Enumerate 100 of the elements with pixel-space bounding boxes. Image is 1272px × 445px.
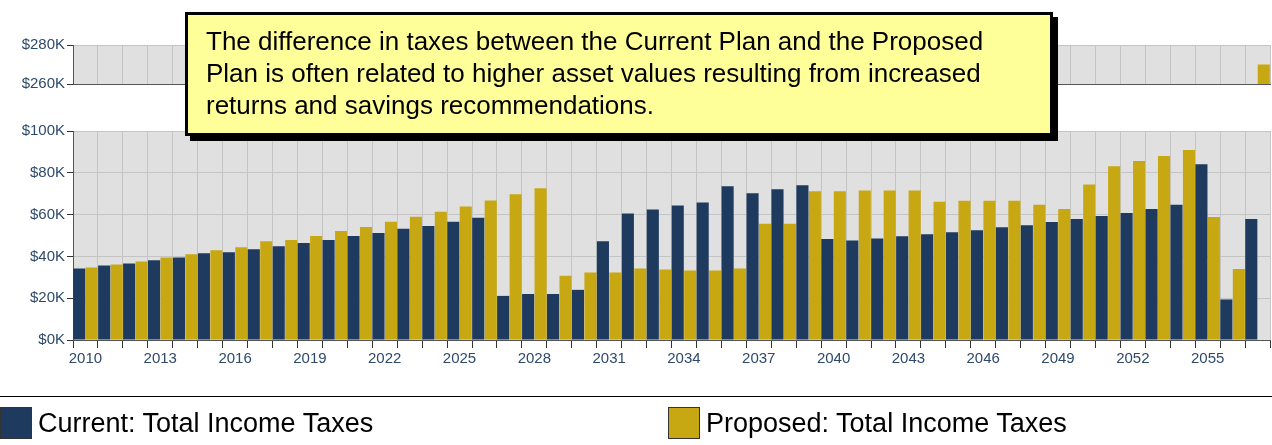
y-tick-label: $20K xyxy=(29,288,65,306)
x-tick-label: 2028 xyxy=(517,349,552,367)
bar xyxy=(584,272,597,340)
bar xyxy=(272,246,285,340)
bar xyxy=(335,230,348,340)
x-tick-label: 2013 xyxy=(143,349,177,367)
bar xyxy=(85,267,98,340)
bar xyxy=(472,217,485,340)
bar xyxy=(1008,200,1021,340)
bar xyxy=(1207,217,1220,340)
bar xyxy=(995,227,1008,340)
bar xyxy=(933,201,946,340)
bar xyxy=(684,270,697,340)
x-tick-label: 2034 xyxy=(667,349,701,367)
bar xyxy=(946,232,959,340)
bar xyxy=(447,221,460,340)
bar xyxy=(1120,212,1133,340)
bar xyxy=(1133,161,1146,340)
bar xyxy=(409,216,422,340)
bar xyxy=(1145,208,1158,340)
bar xyxy=(1157,156,1171,340)
bar xyxy=(235,247,248,340)
bar xyxy=(384,221,397,340)
bar xyxy=(135,261,148,340)
x-tick-label: 2016 xyxy=(218,349,252,367)
y-tick-label: $40K xyxy=(29,246,65,264)
bar xyxy=(397,228,410,340)
annotation: The difference in taxes between the Current Plan and the Proposed Plan is often related to higher asset values resulting from increased returns and savings recommendations. xyxy=(185,12,1053,136)
bar xyxy=(1182,150,1195,340)
bar xyxy=(1245,218,1258,340)
legend-label: Proposed: Total Income Taxes xyxy=(706,407,1067,439)
bar xyxy=(646,209,659,340)
y-tick-label: $260K xyxy=(21,74,65,92)
x-tick-label: 2046 xyxy=(966,349,1000,367)
bar xyxy=(110,264,123,340)
bar xyxy=(721,186,734,340)
bar xyxy=(833,191,846,340)
bar xyxy=(222,252,235,340)
bar xyxy=(1232,268,1245,340)
bar xyxy=(596,241,609,340)
x-tick-label: 2049 xyxy=(1041,349,1075,367)
bar xyxy=(310,235,323,340)
bar xyxy=(659,269,672,340)
bar xyxy=(210,250,223,340)
bar xyxy=(148,260,161,340)
x-tick-label: 2025 xyxy=(442,349,477,367)
bar xyxy=(621,213,634,340)
y-tick-label: $100K xyxy=(21,121,65,139)
y-tick-label: $60K xyxy=(29,204,65,222)
bar xyxy=(1020,225,1033,340)
bar xyxy=(1058,208,1071,340)
bar xyxy=(247,249,260,340)
y-tick-label: $0K xyxy=(38,330,65,348)
bar xyxy=(123,263,136,340)
bar xyxy=(958,200,971,340)
bar xyxy=(160,257,173,340)
bar xyxy=(347,235,360,340)
bar xyxy=(434,211,447,340)
bar xyxy=(1045,222,1058,340)
bar xyxy=(671,205,684,340)
bar xyxy=(459,206,472,340)
bar xyxy=(571,289,585,340)
bar xyxy=(796,185,809,340)
x-tick-label: 2043 xyxy=(891,349,926,367)
bar xyxy=(858,190,871,340)
x-tick-label: 2022 xyxy=(368,349,402,367)
bar xyxy=(172,257,186,340)
bar xyxy=(696,202,709,340)
bar xyxy=(260,241,273,340)
bar xyxy=(734,268,747,340)
bar xyxy=(846,240,859,340)
bar xyxy=(1170,204,1183,340)
x-tick-label: 2040 xyxy=(816,349,851,367)
bar xyxy=(983,200,996,340)
bar xyxy=(970,230,984,340)
bar xyxy=(547,294,560,340)
bar xyxy=(758,223,772,340)
x-tick-label: 2019 xyxy=(293,349,327,367)
bar xyxy=(871,238,884,340)
bar xyxy=(1070,218,1083,340)
bar xyxy=(634,268,647,340)
bar xyxy=(783,223,796,340)
bar xyxy=(1108,166,1121,340)
bar xyxy=(1083,184,1096,340)
bar xyxy=(921,234,934,340)
x-tick-label: 2031 xyxy=(592,349,626,367)
bar xyxy=(1220,299,1233,340)
bar xyxy=(808,191,821,340)
bar xyxy=(1195,164,1208,340)
bar xyxy=(509,194,522,340)
bar xyxy=(197,253,210,340)
bar xyxy=(746,193,759,340)
bar xyxy=(771,189,784,340)
bar xyxy=(372,232,385,340)
bar xyxy=(297,243,310,340)
bar xyxy=(821,239,834,340)
bar xyxy=(908,190,921,340)
bar xyxy=(285,240,298,340)
y-tick-label: $280K xyxy=(21,35,65,53)
bar xyxy=(609,272,622,340)
